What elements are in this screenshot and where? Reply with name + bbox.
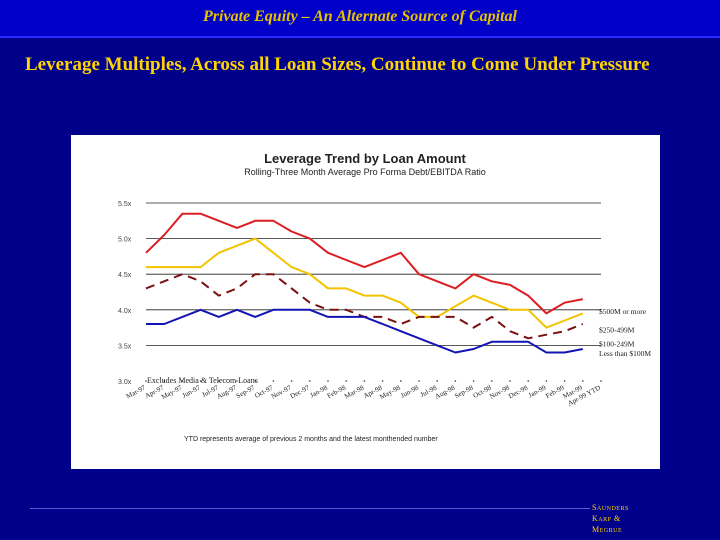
header-bar: Private Equity – An Alternate Source of … (0, 0, 720, 38)
x-tick-mark (345, 380, 348, 382)
leverage-trend-chart: Leverage Trend by Loan Amount Rolling-Th… (118, 151, 651, 443)
chart-panel: Leverage Trend by Loan Amount Rolling-Th… (71, 135, 660, 469)
y-tick-labels: 5.5x 5.0x 4.5x 4.0x 3.5x 3.0x (118, 201, 132, 386)
x-tick-mark (418, 380, 420, 382)
x-tick-label: Jan-98 (309, 383, 330, 399)
legend-label: $500M or more (599, 307, 647, 316)
chart-title: Leverage Trend by Loan Amount (264, 151, 466, 166)
x-tick-mark (181, 380, 184, 382)
x-tick-mark (509, 380, 511, 382)
x-tick-mark (309, 380, 311, 382)
series-line (146, 237, 584, 329)
x-tick-mark (199, 380, 202, 382)
x-tick-mark (363, 380, 366, 382)
y-tick-label: 5.0x (118, 237, 132, 244)
grid-lines (146, 202, 601, 346)
company-logo: Saunders Karp & Megrue (592, 502, 712, 535)
series-lines (145, 212, 584, 354)
footer-rule (30, 508, 590, 509)
series-line (146, 308, 583, 354)
x-tick-mark (491, 380, 493, 382)
slide-title: Leverage Multiples, Across all Loan Size… (25, 54, 650, 75)
x-tick-label: Jun-98 (399, 383, 420, 399)
x-tick-mark (582, 380, 584, 382)
y-tick-label: 4.5x (118, 272, 132, 279)
header-title: Private Equity – An Alternate Source of … (203, 8, 517, 25)
x-tick-mark (436, 380, 439, 382)
series-line (145, 212, 583, 315)
y-tick-label: 5.5x (118, 201, 132, 208)
annotation-ytd-note: YTD represents average of previous 2 mon… (184, 436, 438, 443)
x-tick-mark (381, 380, 384, 382)
logo-line: Megrue (592, 525, 623, 534)
legend-label: $100-249M (599, 339, 635, 348)
series-line (145, 273, 584, 340)
legend-label: $250-499M (599, 326, 635, 335)
annotation-excludes: Excludes Media & Telecom Loans (147, 376, 258, 385)
x-tick-mark (600, 380, 602, 382)
x-tick-mark (527, 380, 529, 382)
x-tick-mark (454, 380, 457, 382)
legend-label: Less than $100M (599, 349, 651, 358)
y-tick-label: 4.0x (118, 308, 132, 315)
chart-subtitle: Rolling-Three Month Average Pro Forma De… (244, 167, 485, 177)
x-tick-mark (272, 380, 275, 382)
logo-line: Saunders (592, 503, 629, 512)
x-tick-mark (254, 380, 256, 382)
x-tick-mark (563, 380, 566, 382)
x-tick-mark (472, 380, 475, 382)
logo-line: Karp & (592, 514, 621, 523)
x-tick-mark (145, 380, 147, 382)
x-tick-mark (236, 380, 238, 382)
x-tick-label: Jun-97 (181, 383, 202, 399)
x-tick-mark (218, 380, 220, 382)
x-tick-mark (545, 380, 548, 382)
x-tick-mark (290, 380, 293, 382)
x-tick-mark (163, 380, 165, 382)
x-tick-label: Jan-99 (527, 383, 548, 399)
y-tick-label: 3.0x (118, 379, 132, 386)
x-tick-mark (400, 380, 402, 382)
x-tick-mark (327, 380, 329, 382)
y-tick-label: 3.5x (118, 343, 132, 350)
